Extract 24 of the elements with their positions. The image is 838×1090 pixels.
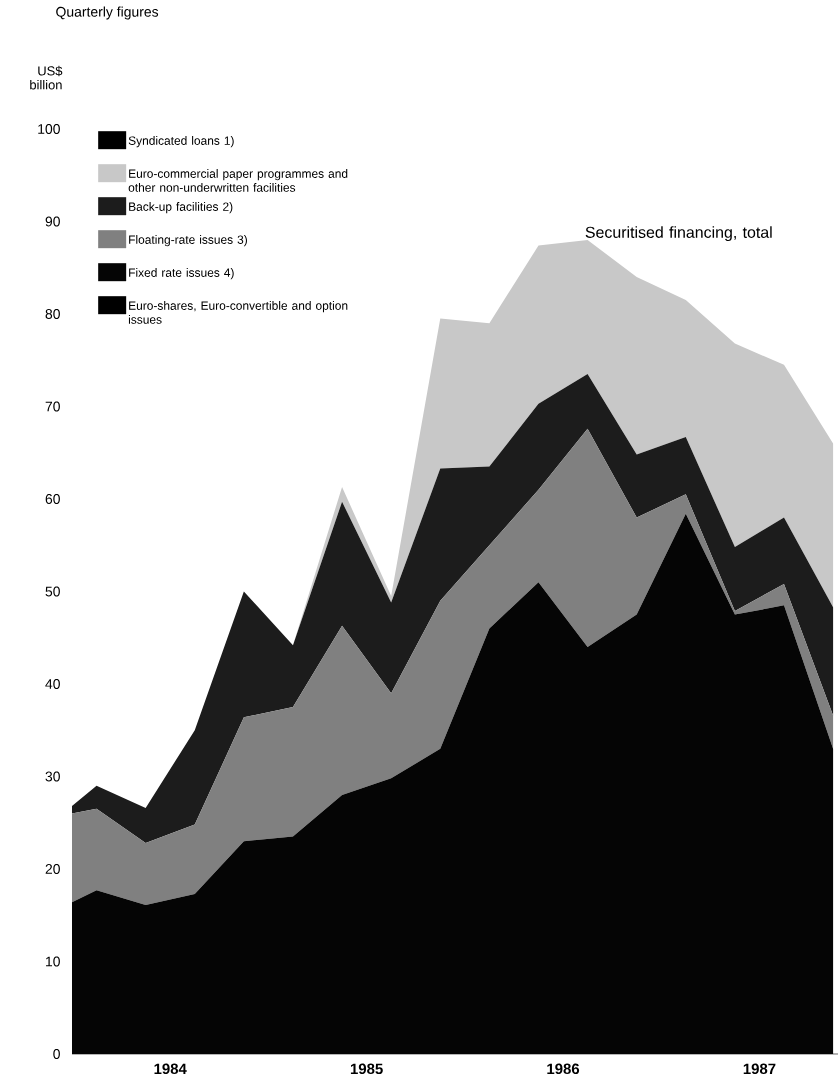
y-tick-label: 70 xyxy=(45,401,60,412)
x-tick-label: 1987 xyxy=(743,1063,776,1075)
y-tick-label: 80 xyxy=(45,309,60,319)
chart-title: Quarterly figures xyxy=(56,6,158,20)
y-axis-title: US$ billion xyxy=(30,65,63,90)
y-tick-label: 100 xyxy=(38,124,60,134)
annotation: Securitised financing, total xyxy=(585,226,772,242)
legend-label: Syndicated loans 1) xyxy=(128,136,234,148)
legend-label: Floating-rate issues 3) xyxy=(129,235,247,247)
y-tick-label: 50 xyxy=(45,586,60,597)
legend-label: Fixed rate issues 4) xyxy=(129,268,234,280)
legend-label: Euro-commercial paper programmes and other non-underwritten facilities xyxy=(128,169,348,192)
legend-label: Euro-shares, Euro-convertible and option issues xyxy=(128,301,348,324)
y-tick-label: 0 xyxy=(53,1049,60,1059)
x-tick-label: 1986 xyxy=(547,1063,579,1075)
y-tick-label: 20 xyxy=(45,864,60,874)
x-tick-label: 1984 xyxy=(154,1063,187,1075)
y-tick-label: 40 xyxy=(45,679,60,689)
legend-label: Back-up facilities 2) xyxy=(129,202,233,214)
y-tick-label: 60 xyxy=(45,494,60,504)
y-tick-label: 10 xyxy=(45,956,60,967)
y-tick-label: 90 xyxy=(45,216,60,227)
x-tick-label: 1985 xyxy=(350,1063,383,1075)
y-tick-label: 30 xyxy=(45,771,60,782)
